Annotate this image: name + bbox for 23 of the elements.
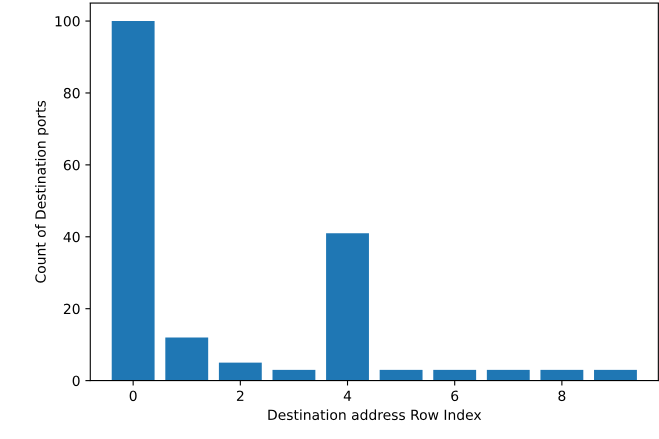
bar: [272, 370, 316, 381]
x-tick-label: 6: [451, 390, 458, 402]
bar: [218, 362, 262, 381]
bar: [112, 21, 155, 381]
y-tick-label: 40: [64, 232, 80, 242]
x-axis-title: Destination address Row Index: [268, 409, 482, 420]
bar: [380, 370, 423, 381]
x-tick-label: 2: [236, 390, 244, 401]
bar: [486, 370, 530, 381]
x-tick-label: 0: [130, 390, 137, 402]
bar: [326, 233, 369, 381]
bar: [165, 337, 208, 381]
bar: [594, 370, 637, 381]
y-tick-label: 20: [64, 304, 80, 314]
y-axis-title: Count of Destination ports: [35, 100, 48, 283]
y-tick-label: 60: [64, 160, 80, 170]
bar: [433, 370, 476, 381]
y-tick-label: 80: [64, 88, 80, 98]
bar: [540, 370, 584, 381]
y-tick-label: 100: [56, 16, 80, 27]
y-tick-label: 0: [72, 376, 80, 386]
x-tick-label: 8: [558, 390, 566, 402]
x-tick-label: 4: [344, 390, 352, 401]
